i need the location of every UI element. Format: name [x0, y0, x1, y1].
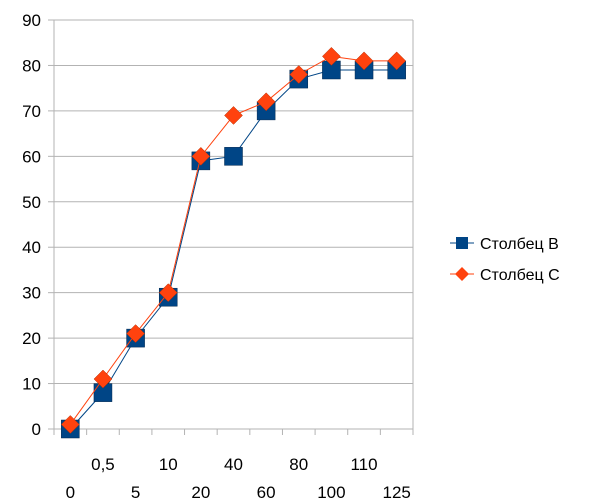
y-tick-label: 90	[22, 11, 41, 30]
data-point	[354, 51, 374, 71]
x-tick-label: 10	[159, 455, 178, 474]
data-point	[224, 147, 243, 166]
y-tick-label: 50	[22, 193, 41, 212]
data-point	[93, 369, 113, 389]
data-point	[158, 283, 178, 303]
x-tick-label: 40	[224, 455, 243, 474]
legend: Столбец B Столбец C	[450, 236, 560, 284]
x-tick-label: 110	[350, 455, 377, 474]
legend-entry: Столбец C	[450, 267, 560, 284]
legend-label: Столбец B	[480, 236, 559, 253]
data-point	[191, 146, 211, 166]
data-point	[126, 324, 145, 343]
axes	[48, 19, 414, 435]
y-tick-label: 20	[22, 329, 41, 348]
data-point	[256, 92, 276, 112]
y-tick-label: 10	[22, 375, 41, 394]
x-tick-label: 100	[317, 483, 345, 499]
series-2	[60, 47, 407, 434]
legend-entry: Столбец B	[450, 236, 559, 253]
x-tick-label: 0	[66, 483, 75, 499]
data-point	[387, 51, 407, 71]
x-tick-label: 125	[382, 483, 410, 499]
legend-marker	[456, 237, 468, 249]
data-series	[60, 47, 407, 439]
x-tick-label: 80	[289, 455, 308, 474]
data-point	[322, 47, 341, 66]
x-tick-label: 20	[191, 483, 210, 499]
y-tick-labels: 0 10 20 30 40 50 60 70 80 90	[22, 11, 41, 439]
y-tick-label: 30	[22, 284, 41, 303]
data-point	[60, 415, 80, 434]
y-tick-label: 60	[22, 147, 41, 166]
x-tick-label: 0,5	[91, 455, 115, 474]
data-point	[224, 106, 243, 125]
data-point	[289, 65, 309, 84]
y-tick-label: 80	[22, 56, 41, 75]
legend-marker	[455, 267, 469, 281]
x-tick-labels: 0 0,5 5 10 20 40 60 80 100 110 125	[66, 455, 411, 499]
y-tick-label: 0	[32, 420, 41, 439]
x-tick-label: 5	[131, 483, 140, 499]
legend-label: Столбец C	[480, 267, 560, 284]
y-tick-label: 40	[22, 238, 41, 257]
x-tick-label: 60	[257, 483, 276, 499]
y-tick-label: 70	[22, 102, 41, 121]
